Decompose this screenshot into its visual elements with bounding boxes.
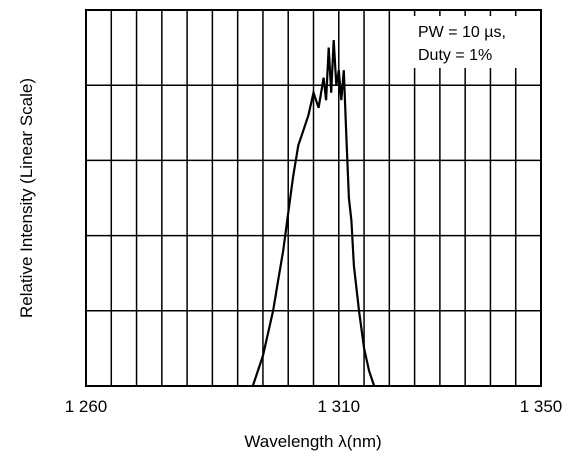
- x-axis-title: Wavelength λ(nm): [244, 432, 381, 451]
- plot-border: [85, 9, 542, 387]
- x-tick-label: 1 350: [520, 397, 563, 416]
- spectrum-line: [251, 40, 376, 387]
- annotation-background: [408, 16, 533, 68]
- x-tick-labels: 1 260 1 310 1 350: [65, 397, 563, 416]
- x-tick-label: 1 310: [318, 397, 361, 416]
- annotation-line-1: PW = 10 µs,: [418, 24, 506, 41]
- x-tick-label: 1 260: [65, 397, 108, 416]
- annotation-line-2: Duty = 1%: [418, 47, 492, 64]
- annotation-box: PW = 10 µs, Duty = 1%: [408, 16, 533, 68]
- grid: [86, 10, 541, 386]
- y-axis-title: Relative Intensity (Linear Scale): [17, 78, 36, 318]
